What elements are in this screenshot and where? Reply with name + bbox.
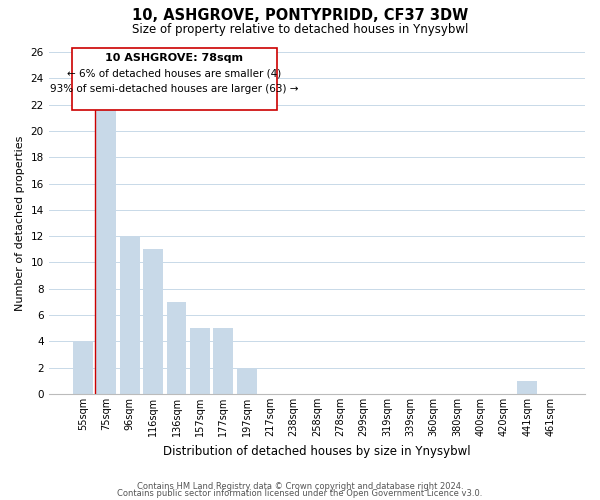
- Bar: [190, 328, 210, 394]
- X-axis label: Distribution of detached houses by size in Ynysybwl: Distribution of detached houses by size …: [163, 444, 470, 458]
- Text: Contains HM Land Registry data © Crown copyright and database right 2024.: Contains HM Land Registry data © Crown c…: [137, 482, 463, 491]
- Bar: [517, 381, 537, 394]
- Bar: [73, 342, 93, 394]
- FancyBboxPatch shape: [72, 48, 277, 110]
- Bar: [237, 368, 257, 394]
- Bar: [167, 302, 187, 394]
- Bar: [143, 250, 163, 394]
- Text: 10 ASHGROVE: 78sqm: 10 ASHGROVE: 78sqm: [106, 54, 244, 64]
- Bar: [97, 104, 116, 394]
- Text: Contains public sector information licensed under the Open Government Licence v3: Contains public sector information licen…: [118, 489, 482, 498]
- Text: 10, ASHGROVE, PONTYPRIDD, CF37 3DW: 10, ASHGROVE, PONTYPRIDD, CF37 3DW: [132, 8, 468, 22]
- Bar: [120, 236, 140, 394]
- Text: 93% of semi-detached houses are larger (63) →: 93% of semi-detached houses are larger (…: [50, 84, 299, 94]
- Y-axis label: Number of detached properties: Number of detached properties: [15, 136, 25, 310]
- Text: ← 6% of detached houses are smaller (4): ← 6% of detached houses are smaller (4): [67, 68, 281, 78]
- Text: Size of property relative to detached houses in Ynysybwl: Size of property relative to detached ho…: [132, 22, 468, 36]
- Bar: [214, 328, 233, 394]
